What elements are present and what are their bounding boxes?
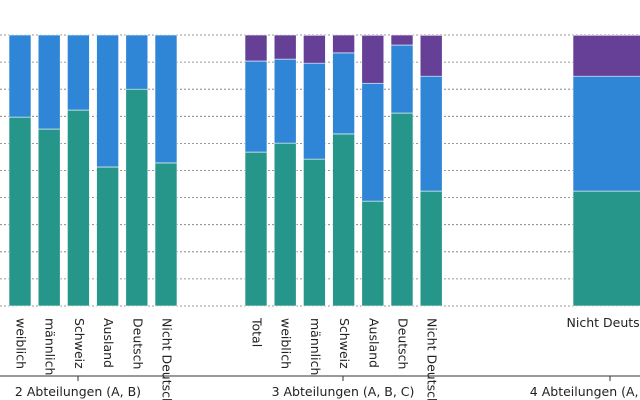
category-label: Deutsch	[396, 318, 411, 369]
bar-segment	[332, 34, 355, 54]
bar-segment	[332, 52, 355, 135]
bar-segment	[125, 88, 149, 307]
bar-segment	[419, 75, 443, 192]
bar-segment	[361, 34, 385, 84]
category-label: Schweiz	[72, 318, 87, 369]
category-label: männlich	[43, 318, 58, 375]
group-label: 4 Abteilungen (A, B, C, D)	[530, 384, 640, 399]
bar-segment	[419, 34, 443, 77]
bar-segment	[303, 62, 326, 160]
bar-segment	[37, 34, 61, 130]
category-label: Deutsch	[130, 318, 145, 369]
bar-segment	[303, 158, 326, 307]
bar-segment	[361, 82, 385, 202]
bar-segment	[8, 34, 32, 118]
bar-segment	[67, 34, 90, 111]
bar-segment	[8, 116, 32, 307]
category-label: Nicht Deutsch	[567, 315, 640, 330]
bar-segment	[154, 162, 178, 307]
bar-segment	[273, 34, 297, 60]
bar-segment	[419, 190, 443, 307]
category-label: Schweiz	[337, 318, 352, 369]
group-label: 2 Abteilungen (A, B)	[15, 384, 141, 399]
bar-segment	[390, 112, 414, 307]
bar-segment	[361, 200, 385, 307]
bar-segment	[96, 166, 119, 307]
bar-segment	[37, 128, 61, 307]
bar-segment	[244, 60, 268, 153]
bar-segment	[273, 58, 297, 144]
category-label: Total	[250, 317, 265, 347]
bar-segment	[244, 34, 268, 62]
bar-segment	[96, 34, 119, 168]
category-label: weiblich	[279, 318, 294, 369]
bar-segment	[125, 34, 149, 90]
bar-segment	[244, 151, 268, 307]
group-label: 3 Abteilungen (A, B, C)	[272, 384, 415, 399]
bar-segment	[572, 75, 640, 192]
bar-segment	[332, 133, 355, 307]
bar-segment	[67, 109, 90, 307]
category-label: Ausland	[366, 318, 381, 368]
bar-segment	[572, 34, 640, 77]
category-label: männlich	[308, 318, 323, 375]
category-label: weiblich	[14, 318, 29, 369]
bar-segment	[390, 34, 414, 46]
bar-segment	[273, 142, 297, 307]
category-label: Ausland	[101, 318, 116, 368]
bar-segment	[303, 34, 326, 64]
bar-segment	[572, 190, 640, 307]
category-label: Nicht Deutsch	[425, 318, 440, 400]
bar-segment	[154, 34, 178, 164]
category-label: Nicht Deutsch	[160, 318, 175, 400]
bar-segment	[390, 44, 414, 114]
